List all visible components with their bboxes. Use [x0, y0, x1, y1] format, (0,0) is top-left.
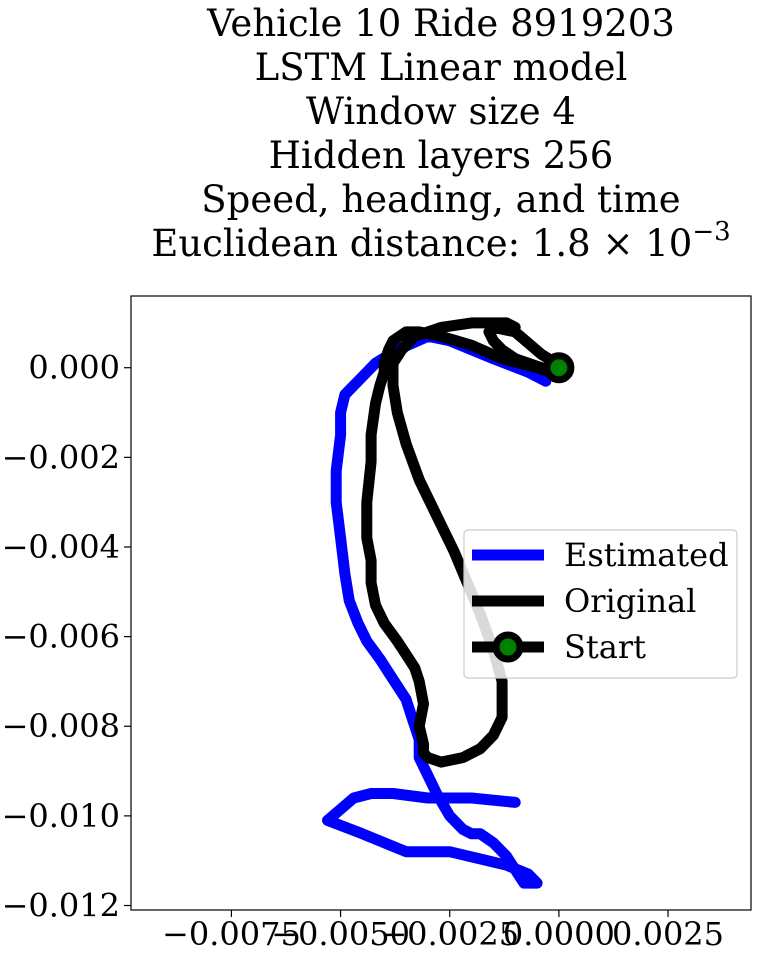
legend: Estimated Original Start	[463, 529, 738, 679]
title-line: Hidden layers 256	[269, 134, 614, 177]
title-line-distance: Euclidean distance: 1.8 × 10−3	[151, 217, 730, 265]
legend-marker-start	[492, 631, 524, 663]
y-tick-label: −0.004	[2, 528, 120, 566]
title-line: Window size 4	[306, 90, 576, 133]
x-tick-label: 0.0025	[612, 915, 724, 953]
y-tick-label: −0.006	[2, 618, 120, 656]
x-tick-label: −0.0050	[271, 915, 410, 953]
title-line: Speed, heading, and time	[201, 178, 680, 221]
legend-box	[463, 529, 738, 679]
x-tick-label: −0.0025	[380, 915, 519, 953]
series-marker-start	[543, 352, 575, 384]
x-tick-label: −0.0075	[162, 915, 301, 953]
title-line: LSTM Linear model	[255, 46, 628, 89]
x-tick-label: 0.0000	[503, 915, 615, 953]
y-tick-label: −0.012	[2, 887, 120, 925]
y-axis: 0.000 −0.002 −0.004 −0.006 −0.008 −0.010 −0.01…	[2, 349, 131, 925]
y-tick-label: −0.010	[2, 797, 120, 835]
title-line: Vehicle 10 Ride 8919203	[206, 2, 675, 45]
y-tick-label: 0.000	[28, 349, 120, 387]
y-tick-label: −0.002	[2, 438, 120, 476]
y-tick-label: −0.008	[2, 707, 120, 745]
legend-label-original: Original	[564, 582, 696, 620]
series-group	[322, 317, 575, 889]
legend-label-start: Start	[564, 628, 646, 666]
legend-label-estimated: Estimated	[564, 536, 729, 574]
